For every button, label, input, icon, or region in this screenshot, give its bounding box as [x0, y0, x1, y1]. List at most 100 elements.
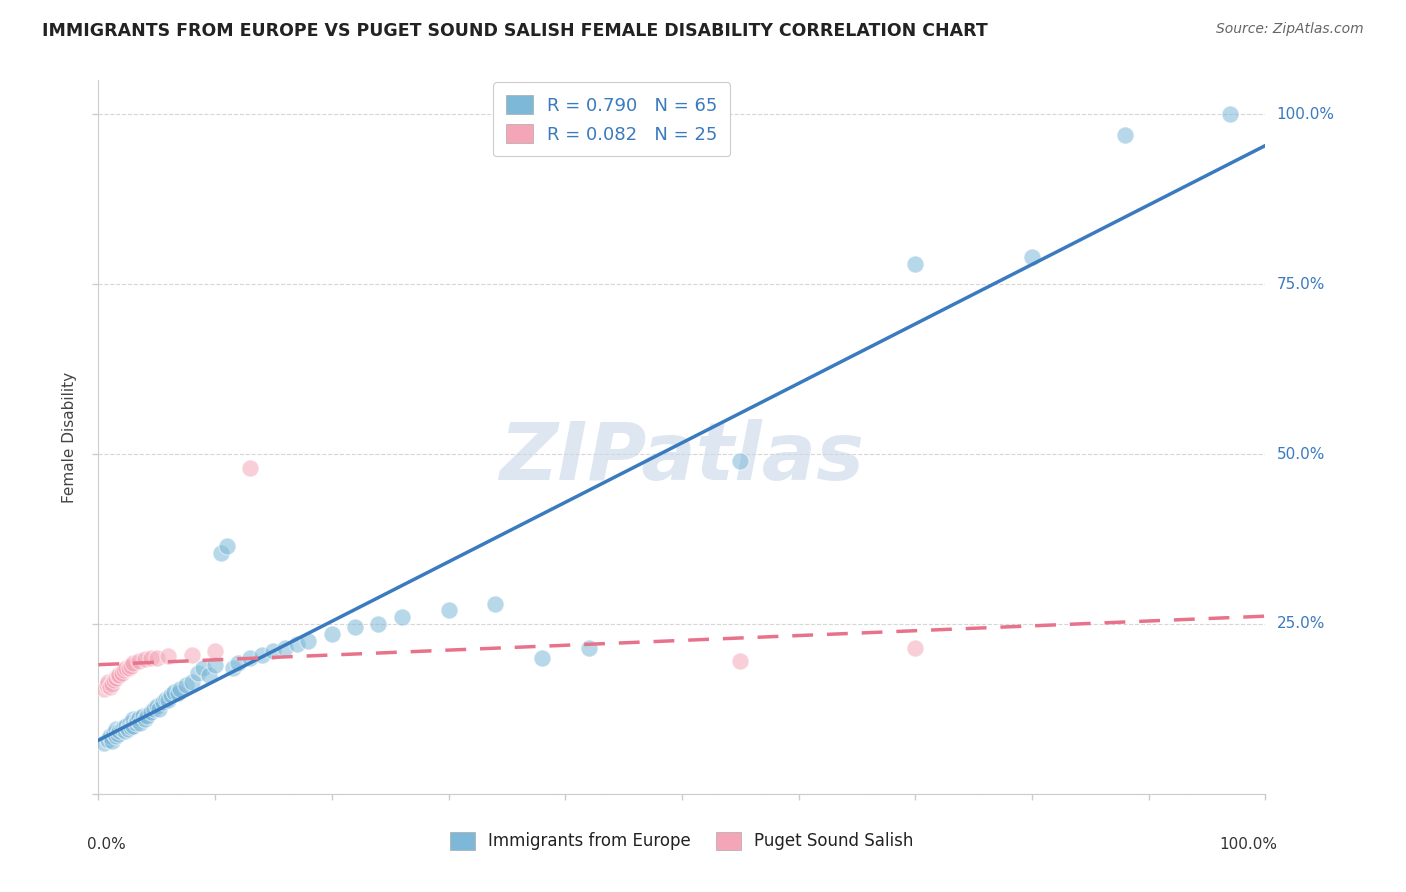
Point — [166, 686, 188, 700]
Point — [285, 637, 308, 651]
Point — [297, 634, 319, 648]
Point — [112, 720, 135, 734]
Point — [321, 627, 343, 641]
Point — [274, 640, 297, 655]
Point — [120, 720, 142, 734]
Text: 100.0%: 100.0% — [1219, 837, 1277, 852]
Point — [125, 714, 148, 728]
Text: Source: ZipAtlas.com: Source: ZipAtlas.com — [1216, 22, 1364, 37]
Point — [157, 648, 180, 663]
Point — [262, 644, 284, 658]
Point — [114, 724, 136, 739]
Point — [215, 539, 238, 553]
Point — [221, 661, 243, 675]
Point — [101, 734, 124, 748]
Point — [107, 727, 129, 741]
Point — [97, 674, 120, 689]
Point — [169, 681, 191, 696]
Point — [204, 657, 226, 672]
Point — [198, 668, 221, 682]
Legend: Immigrants from Europe, Puget Sound Salish: Immigrants from Europe, Puget Sound Sali… — [443, 825, 921, 857]
Point — [530, 651, 553, 665]
Point — [139, 706, 162, 720]
Point — [143, 702, 166, 716]
Point — [904, 257, 927, 271]
Point — [239, 651, 262, 665]
Point — [129, 715, 152, 730]
Point — [578, 640, 600, 655]
Point — [193, 661, 215, 675]
Point — [122, 712, 145, 726]
Point — [239, 460, 262, 475]
Text: 25.0%: 25.0% — [1277, 616, 1324, 632]
Text: ZIPatlas: ZIPatlas — [499, 419, 865, 498]
Y-axis label: Female Disability: Female Disability — [62, 371, 77, 503]
Point — [136, 708, 159, 723]
Point — [344, 620, 367, 634]
Point — [1021, 250, 1043, 264]
Point — [97, 732, 120, 747]
Point — [122, 719, 145, 733]
Point — [391, 610, 413, 624]
Point — [367, 617, 389, 632]
Point — [163, 685, 186, 699]
Point — [103, 673, 125, 687]
Point — [187, 665, 209, 680]
Point — [484, 597, 506, 611]
Text: 75.0%: 75.0% — [1277, 277, 1324, 292]
Point — [904, 640, 927, 655]
Point — [155, 691, 177, 706]
Point — [125, 715, 148, 730]
Point — [115, 661, 138, 675]
Point — [111, 723, 134, 737]
Point — [157, 693, 180, 707]
Text: 100.0%: 100.0% — [1277, 107, 1334, 122]
Point — [204, 644, 226, 658]
Point — [93, 681, 115, 696]
Point — [250, 648, 273, 662]
Point — [730, 654, 752, 668]
Point — [93, 736, 115, 750]
Point — [159, 689, 181, 703]
Point — [101, 677, 124, 691]
Point — [152, 695, 174, 709]
Point — [134, 712, 156, 726]
Point — [104, 723, 127, 737]
Point — [96, 678, 118, 692]
Point — [132, 708, 155, 723]
Text: 50.0%: 50.0% — [1277, 447, 1324, 461]
Point — [228, 657, 250, 671]
Point — [1219, 107, 1241, 121]
Point — [103, 725, 125, 739]
Text: 0.0%: 0.0% — [87, 837, 125, 852]
Point — [98, 680, 121, 694]
Point — [122, 657, 145, 671]
Point — [148, 702, 170, 716]
Point — [104, 729, 127, 743]
Point — [128, 711, 150, 725]
Point — [115, 719, 138, 733]
Point — [730, 454, 752, 468]
Point — [139, 651, 162, 665]
Point — [146, 698, 169, 713]
Point — [108, 724, 131, 739]
Point — [437, 603, 460, 617]
Point — [117, 723, 139, 737]
Point — [180, 648, 202, 662]
Point — [107, 668, 129, 682]
Point — [118, 661, 141, 675]
Point — [146, 651, 169, 665]
Point — [180, 674, 202, 689]
Point — [174, 678, 197, 692]
Text: IMMIGRANTS FROM EUROPE VS PUGET SOUND SALISH FEMALE DISABILITY CORRELATION CHART: IMMIGRANTS FROM EUROPE VS PUGET SOUND SA… — [42, 22, 988, 40]
Point — [98, 729, 121, 743]
Point — [104, 671, 127, 685]
Point — [1114, 128, 1136, 142]
Point — [128, 654, 150, 668]
Point — [209, 546, 232, 560]
Point — [134, 652, 156, 666]
Point — [111, 665, 134, 680]
Point — [112, 663, 135, 677]
Point — [108, 668, 131, 682]
Point — [120, 659, 142, 673]
